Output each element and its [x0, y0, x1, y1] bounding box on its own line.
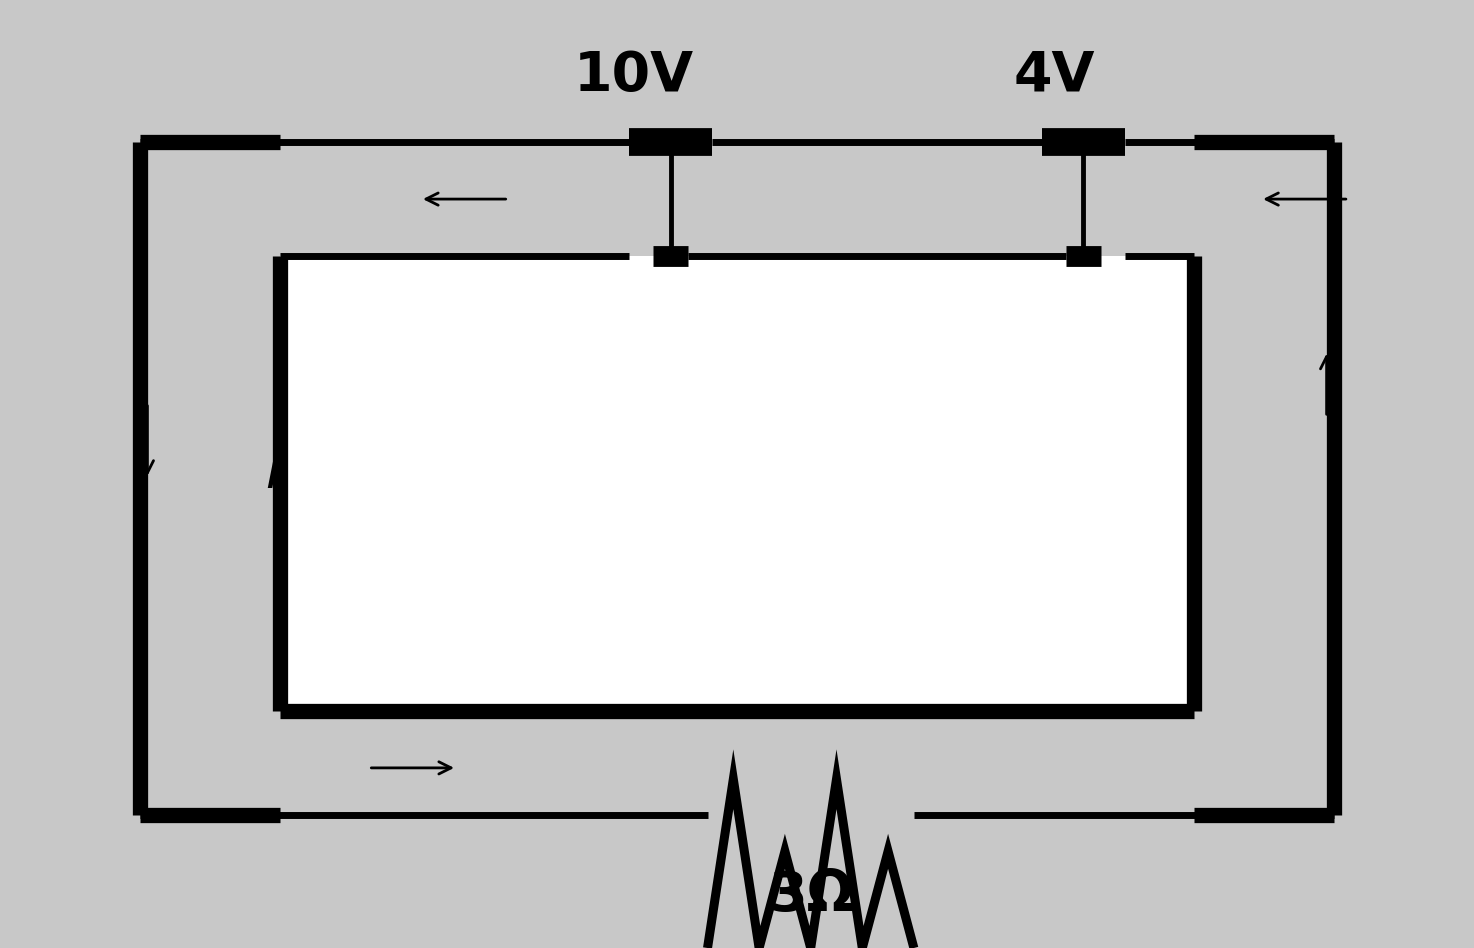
- Text: 10V: 10V: [573, 49, 694, 102]
- Text: i: i: [265, 450, 279, 498]
- Bar: [280, 256, 1194, 711]
- Text: 4V: 4V: [1013, 49, 1095, 102]
- Text: 3Ω: 3Ω: [768, 869, 853, 922]
